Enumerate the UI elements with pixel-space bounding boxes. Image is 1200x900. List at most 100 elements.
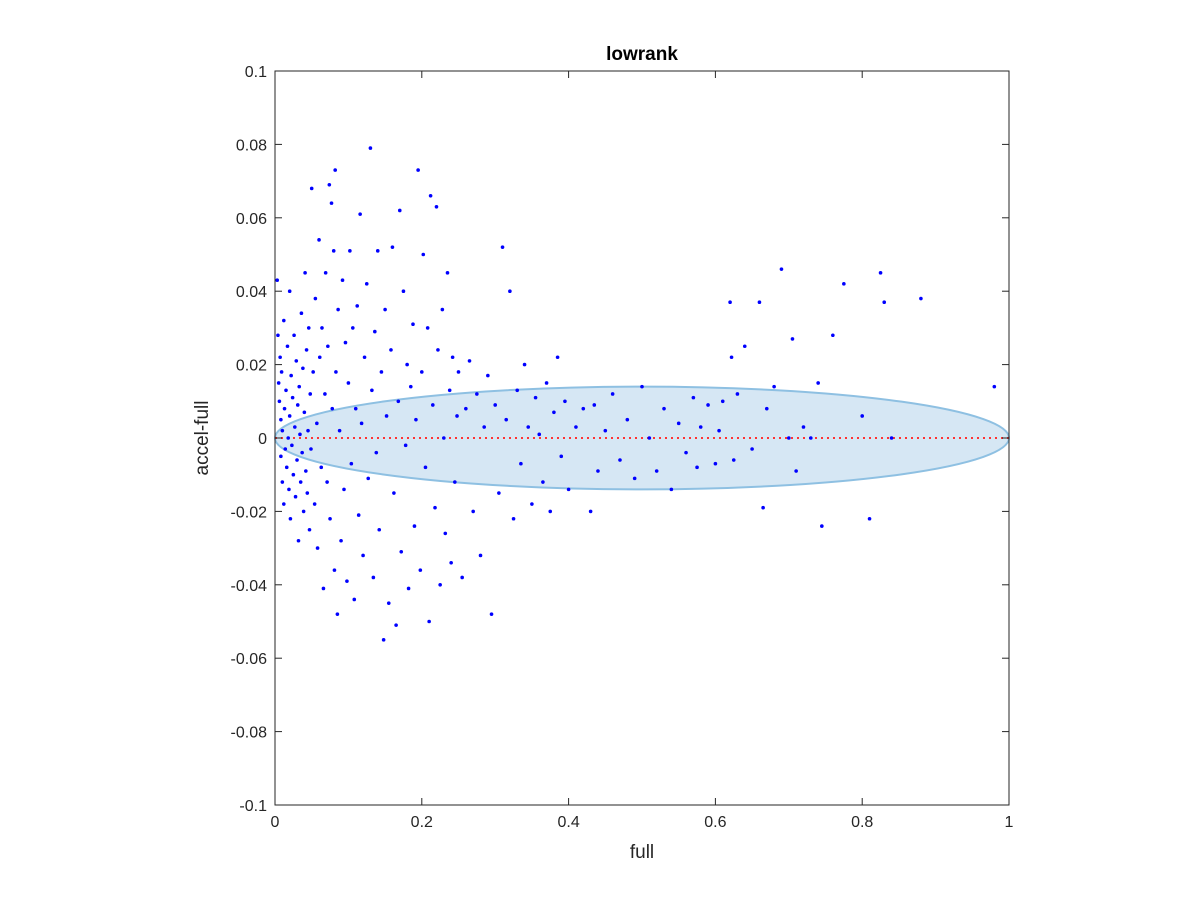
data-point <box>325 480 329 484</box>
data-point <box>336 307 340 312</box>
data-point <box>287 487 291 492</box>
data-point <box>308 392 313 396</box>
data-point <box>456 370 461 374</box>
x-tick-label: 0.4 <box>557 814 579 831</box>
data-point <box>276 333 280 338</box>
data-point <box>820 524 824 528</box>
data-point <box>396 399 401 404</box>
data-point <box>691 395 696 400</box>
data-point <box>559 454 564 459</box>
data-point <box>563 399 567 404</box>
data-point <box>541 480 545 484</box>
data-point <box>508 289 512 294</box>
data-point <box>816 381 820 385</box>
data-point <box>526 425 531 429</box>
axis-ticks: 0 0.2 0.4 0.6 0.8 1 -0.1 -0.08 -0.06 -0.04 -0.02 0 0… <box>231 64 1014 831</box>
data-point <box>298 480 303 484</box>
data-point <box>801 425 806 429</box>
data-point <box>370 388 374 393</box>
data-point <box>348 249 352 253</box>
data-point <box>453 480 457 484</box>
data-point <box>295 403 300 407</box>
y-axis-label: accel-full <box>192 401 213 476</box>
data-point <box>574 425 578 429</box>
data-point <box>319 465 324 470</box>
data-point <box>431 403 435 407</box>
data-point <box>328 516 332 521</box>
data-point <box>287 414 292 418</box>
chart-title: lowrank <box>606 44 678 65</box>
data-point <box>346 381 351 385</box>
data-point <box>334 370 338 374</box>
data-point <box>329 201 334 205</box>
data-point <box>280 428 285 433</box>
data-point <box>317 355 322 360</box>
data-point <box>306 428 310 433</box>
data-point <box>794 469 798 473</box>
data-point <box>368 146 373 150</box>
data-point <box>280 480 285 484</box>
x-axis-label: full <box>630 842 654 863</box>
data-point <box>279 417 283 422</box>
data-point <box>277 399 282 404</box>
data-point <box>421 252 426 257</box>
data-point <box>384 414 389 418</box>
data-point <box>313 296 318 301</box>
data-point <box>416 168 420 172</box>
data-point <box>882 300 887 305</box>
data-point <box>467 359 472 363</box>
data-point <box>548 509 553 514</box>
data-point <box>450 355 455 360</box>
data-point <box>323 392 327 396</box>
data-point <box>919 296 923 301</box>
data-point <box>315 546 320 550</box>
data-point <box>361 553 365 558</box>
y-tick-label: -0.1 <box>239 798 267 815</box>
data-point <box>603 428 608 433</box>
data-point <box>533 395 538 400</box>
y-tick-label: 0.06 <box>236 211 267 228</box>
data-point <box>471 509 475 514</box>
data-point <box>282 318 286 323</box>
data-point <box>299 311 304 316</box>
data-point <box>669 487 674 492</box>
data-point <box>397 208 402 213</box>
data-point <box>337 428 342 433</box>
data-point <box>684 450 688 455</box>
data-point <box>309 447 313 451</box>
data-point <box>359 421 364 426</box>
data-point <box>427 619 431 624</box>
data-point <box>493 403 498 407</box>
data-point <box>443 531 448 536</box>
data-point <box>386 601 391 605</box>
data-point <box>992 384 997 389</box>
data-point <box>303 271 307 275</box>
data-point <box>632 476 637 481</box>
data-point <box>362 355 367 360</box>
data-point <box>366 476 371 481</box>
data-point <box>276 381 281 385</box>
data-point <box>596 469 600 473</box>
data-point <box>867 516 872 521</box>
data-point <box>364 282 369 286</box>
data-point <box>537 432 542 437</box>
x-tick-label: 0 <box>271 814 280 831</box>
data-point <box>358 212 362 216</box>
data-point <box>405 362 409 367</box>
y-tick-label: 0.08 <box>236 137 267 154</box>
data-point <box>433 505 437 510</box>
data-point <box>695 465 699 470</box>
data-point <box>750 447 754 451</box>
data-point <box>311 370 315 374</box>
data-point <box>279 370 284 374</box>
y-tick-label: 0.02 <box>236 358 267 375</box>
data-point <box>434 204 439 209</box>
y-tick-label: 0.1 <box>245 64 267 81</box>
data-point <box>301 509 306 514</box>
data-point <box>412 524 417 528</box>
data-point <box>305 491 310 495</box>
data-point <box>831 333 835 338</box>
data-point <box>349 461 354 466</box>
data-point <box>320 326 324 330</box>
data-point <box>342 487 346 492</box>
